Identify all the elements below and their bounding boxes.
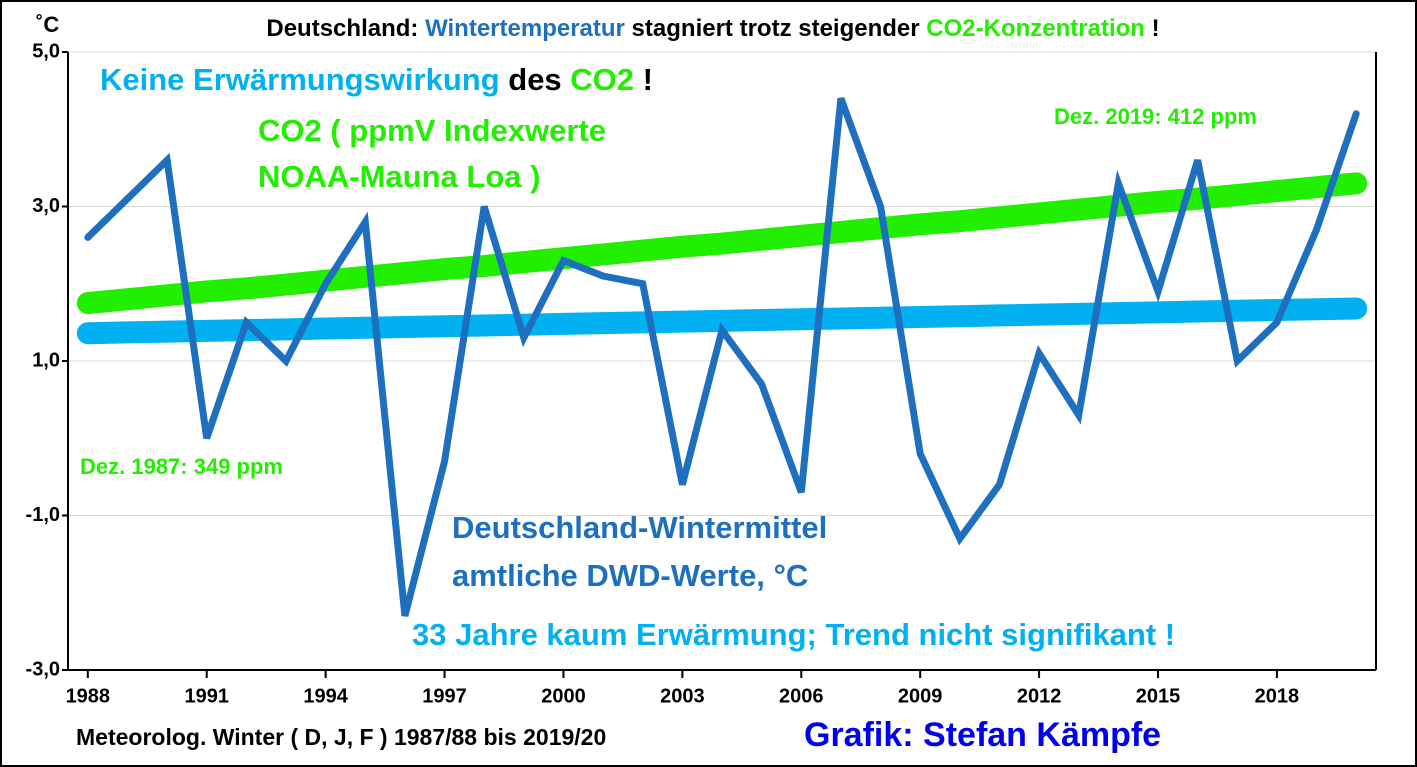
- annotation: CO2 ( ppmV Indexwerte: [258, 113, 606, 148]
- x-tick-label: 2009: [898, 685, 943, 707]
- x-tick-label: 2006: [779, 685, 824, 707]
- chart-title-part: !: [1145, 15, 1160, 42]
- annotation-part: 33 Jahre kaum Erwärmung; Trend nicht sig…: [412, 617, 1175, 652]
- annotation-part: des: [500, 62, 571, 97]
- chart-title-part: Deutschland:: [266, 15, 425, 42]
- x-tick-label: 2018: [1255, 685, 1300, 707]
- x-tick-label: 1997: [422, 685, 467, 707]
- chart-title-part: CO2-Konzentration: [926, 15, 1145, 42]
- x-tick-label: 2012: [1017, 685, 1062, 707]
- x-tick-label: 1991: [184, 685, 229, 707]
- chart-title-part: stagniert trotz steigender: [625, 15, 926, 42]
- annotation-part: Keine Erwärmungswirkung: [100, 62, 500, 97]
- x-tick-label: 1994: [303, 685, 348, 707]
- chart-title: Deutschland: Wintertemperatur stagniert …: [266, 15, 1159, 42]
- y-tick-label: 3,0: [32, 195, 60, 217]
- annotation-part: NOAA-Mauna Loa ): [258, 159, 540, 194]
- credit: Grafik: Stefan Kämpfe: [804, 716, 1161, 754]
- x-tick-label: 2000: [541, 685, 586, 707]
- annotation: 33 Jahre kaum Erwärmung; Trend nicht sig…: [412, 617, 1175, 652]
- annotation: Deutschland-Wintermittel: [452, 510, 827, 545]
- annotation-part: CO2: [570, 62, 634, 97]
- y-tick-label: -1,0: [26, 504, 60, 526]
- y-unit: ˚C: [36, 12, 59, 37]
- annotation-part: Dez. 1987: 349 ppm: [80, 454, 283, 479]
- annotation: NOAA-Mauna Loa ): [258, 159, 540, 194]
- annotation-part: Deutschland-Wintermittel: [452, 510, 827, 545]
- chart-title-part: Wintertemperatur: [425, 15, 625, 42]
- annotation-part: Dez. 2019: 412 ppm: [1054, 104, 1257, 129]
- annotation: amtliche DWD-Werte, °C: [452, 558, 808, 593]
- data-line: [84, 97, 1360, 617]
- annotation-part: amtliche DWD-Werte, °C: [452, 558, 808, 593]
- annotation: Keine Erwärmungswirkung des CO2 !: [100, 62, 653, 97]
- x-tick-label: 2015: [1136, 685, 1181, 707]
- x-axis-label: Meteorolog. Winter ( D, J, F ) 1987/88 b…: [76, 724, 606, 750]
- x-tick-label: 1988: [66, 685, 111, 707]
- y-tick-label: -3,0: [26, 658, 60, 680]
- annotation-part: !: [634, 62, 653, 97]
- annotation: Dez. 1987: 349 ppm: [80, 454, 283, 479]
- y-tick-label: 5,0: [32, 40, 60, 62]
- x-tick-label: 2003: [660, 685, 705, 707]
- annotation: Dez. 2019: 412 ppm: [1054, 104, 1257, 129]
- annotation-part: CO2 ( ppmV Indexwerte: [258, 113, 606, 148]
- y-tick-label: 1,0: [32, 349, 60, 371]
- data-line: [76, 172, 1368, 315]
